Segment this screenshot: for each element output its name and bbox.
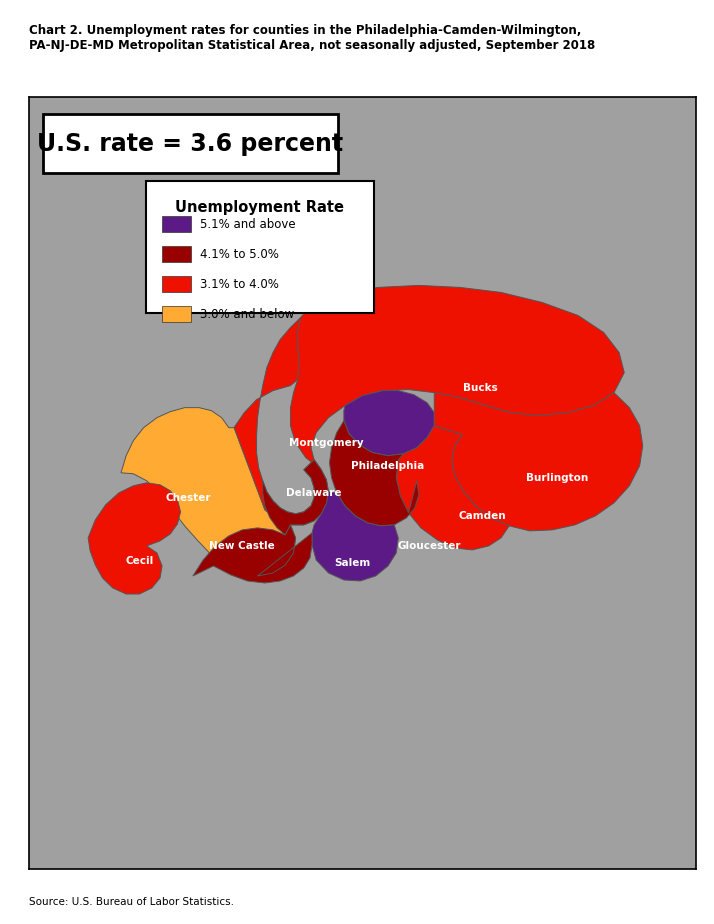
Polygon shape: [329, 420, 419, 526]
FancyBboxPatch shape: [162, 307, 191, 322]
Polygon shape: [344, 391, 434, 456]
FancyBboxPatch shape: [43, 114, 338, 173]
Text: Montgomery: Montgomery: [289, 438, 363, 448]
Polygon shape: [434, 393, 643, 531]
Text: Chart 2. Unemployment rates for counties in the Philadelphia-Camden-Wilmington,
: Chart 2. Unemployment rates for counties…: [29, 24, 595, 52]
Text: Delaware: Delaware: [286, 488, 342, 498]
Polygon shape: [121, 407, 296, 576]
Text: Salem: Salem: [334, 558, 371, 568]
Text: Bucks: Bucks: [463, 383, 498, 393]
Text: 5.1% and above: 5.1% and above: [200, 218, 296, 231]
Text: Camden: Camden: [458, 511, 506, 521]
Text: 4.1% to 5.0%: 4.1% to 5.0%: [200, 248, 279, 261]
Text: 3.1% to 4.0%: 3.1% to 4.0%: [200, 278, 279, 291]
Text: Cecil: Cecil: [126, 556, 154, 565]
Text: Gloucester: Gloucester: [398, 541, 461, 551]
Polygon shape: [234, 318, 328, 525]
Text: U.S. rate = 3.6 percent: U.S. rate = 3.6 percent: [37, 131, 343, 155]
FancyBboxPatch shape: [162, 216, 191, 232]
Polygon shape: [88, 482, 181, 594]
Text: Chester: Chester: [165, 492, 211, 503]
Polygon shape: [193, 525, 312, 583]
Polygon shape: [312, 492, 398, 581]
Text: Burlington: Burlington: [526, 473, 588, 482]
Text: Philadelphia: Philadelphia: [351, 461, 425, 470]
Text: 3.0% and below: 3.0% and below: [200, 308, 294, 321]
Text: New Castle: New Castle: [209, 541, 275, 551]
FancyBboxPatch shape: [162, 276, 191, 292]
Polygon shape: [263, 460, 328, 535]
Text: Source: U.S. Bureau of Labor Statistics.: Source: U.S. Bureau of Labor Statistics.: [29, 897, 233, 907]
Polygon shape: [396, 426, 509, 550]
FancyBboxPatch shape: [146, 181, 373, 313]
Text: Unemployment Rate: Unemployment Rate: [175, 201, 344, 215]
FancyBboxPatch shape: [162, 247, 191, 262]
Polygon shape: [291, 286, 624, 469]
